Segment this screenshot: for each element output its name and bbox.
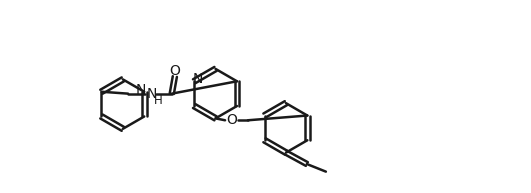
- Text: N: N: [147, 87, 158, 101]
- Text: O: O: [169, 64, 181, 78]
- Text: N: N: [136, 83, 147, 97]
- Text: N: N: [193, 72, 203, 86]
- Text: H: H: [153, 94, 162, 107]
- Text: O: O: [227, 113, 237, 127]
